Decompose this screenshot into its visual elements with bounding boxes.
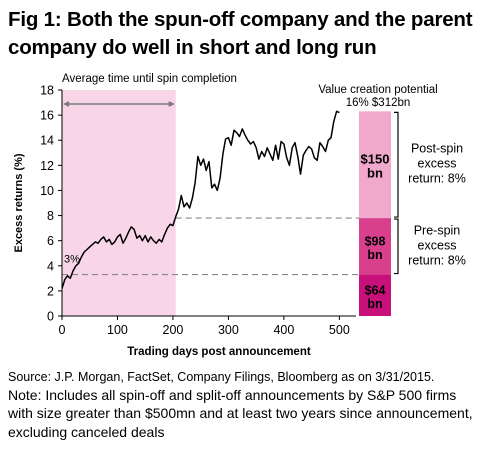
bracket-label: Pre-spin excess return: 8% <box>408 223 466 267</box>
return-brackets: Pre-spin excess return: 8% Post-spin excess r… <box>394 111 466 275</box>
segment-value-label: $98 <box>365 234 386 248</box>
segment-unit-label: bn <box>367 166 383 181</box>
segment-unit-label: bn <box>367 297 382 311</box>
y-tick-label: 12 <box>40 159 54 173</box>
value-creation-title: Value creation potential <box>318 84 437 96</box>
figure-title: Fig 1: Both the spun-off company and the… <box>8 8 473 59</box>
segment-value-label: $64 <box>365 283 386 297</box>
stacked-bar-segment <box>359 274 391 316</box>
chart: Average time until spin completion 0 2 4 6 8… <box>13 73 466 358</box>
stacked-bar-segment <box>359 218 391 275</box>
y-tick-label: 2 <box>47 284 54 298</box>
spin-period-shading <box>62 90 176 316</box>
stacked-bar-segment <box>359 111 391 219</box>
x-tick-label: 100 <box>107 323 128 337</box>
segment-value-label: $150 <box>361 152 390 167</box>
bracket-line <box>394 218 399 275</box>
x-tick-label: 300 <box>218 323 239 337</box>
arrow-head-right <box>168 101 175 107</box>
arrow-head-left <box>63 101 69 107</box>
excess-return-line <box>61 110 340 289</box>
x-axis-label: Trading days post announcement <box>127 346 311 358</box>
x-tick-label: 500 <box>329 323 350 337</box>
y-tick-label: 8 <box>47 209 54 223</box>
source-text: Source: J.P. Morgan, FactSet, Company Fi… <box>8 370 435 384</box>
bracket-label: Post-spin excess return: 8% <box>408 142 466 186</box>
y-tick-label: 0 <box>47 310 54 324</box>
y-tick-label: 18 <box>40 84 54 98</box>
segment-unit-label: bn <box>367 248 382 262</box>
y-tick-label: 16 <box>40 109 54 123</box>
x-ticks: 0 100 200 300 400 500 <box>59 316 350 337</box>
y-tick-label: 14 <box>40 134 54 148</box>
y-ticks: 0 2 4 6 8 10 12 14 16 18 <box>40 84 62 324</box>
y-tick-label: 6 <box>47 234 54 248</box>
bracket-line <box>394 111 399 218</box>
x-tick-label: 0 <box>59 323 66 337</box>
spin-period-label: Average time until spin completion <box>62 73 237 85</box>
x-tick-label: 400 <box>273 323 294 337</box>
x-tick-label: 200 <box>163 323 184 337</box>
y-tick-label: 10 <box>40 184 54 198</box>
y-axis-label: Excess returns (%) <box>13 153 25 252</box>
y-tick-label: 4 <box>47 259 54 273</box>
start-value-label: 3% <box>64 254 80 266</box>
value-creation-subtitle: 16% $312bn <box>346 97 411 109</box>
note-text: Note: Includes all spin-off and split-of… <box>8 387 473 440</box>
